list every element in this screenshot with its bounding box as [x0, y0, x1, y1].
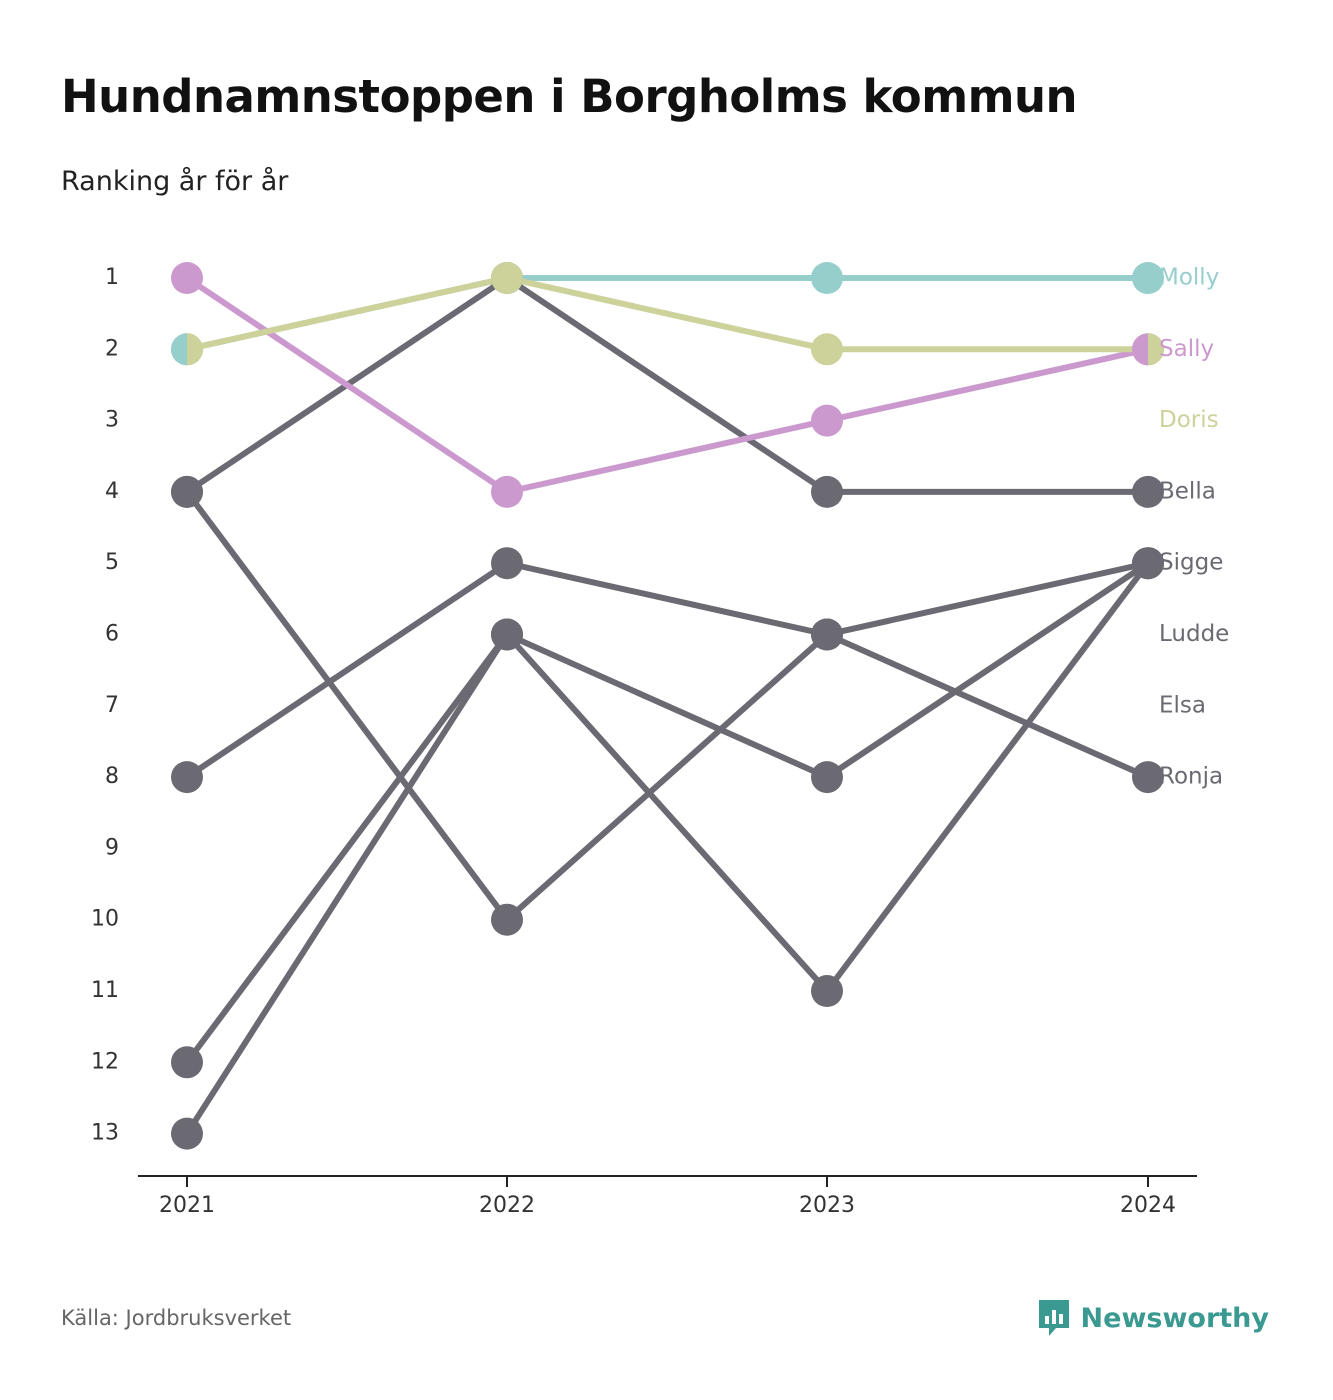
- y-tick-label: 5: [105, 550, 119, 575]
- series-point-sally: [811, 404, 843, 437]
- y-tick-label: 12: [91, 1049, 119, 1074]
- series-point-sally: [491, 475, 523, 508]
- y-tick-label: 8: [105, 764, 119, 789]
- x-tick-label: 2022: [479, 1193, 535, 1218]
- end-label-elsa: Elsa: [1159, 692, 1206, 718]
- chart-title: Hundnamnstoppen i Borgholms kommun: [61, 70, 1078, 123]
- series-line-bella: [184, 275, 1151, 495]
- shared-point-right-half: [1148, 333, 1164, 366]
- series-line-ludde: [184, 560, 1151, 1137]
- x-tick-label: 2024: [1120, 1193, 1176, 1218]
- x-tick-label: 2021: [159, 1193, 215, 1218]
- series-point-doris: [811, 333, 843, 366]
- y-tick-label: 11: [91, 978, 119, 1003]
- y-tick-label: 9: [105, 835, 119, 860]
- y-tick-label: 2: [105, 336, 119, 361]
- end-label-molly: Molly: [1159, 265, 1219, 291]
- series-point-ludde: [811, 761, 843, 794]
- shared-point-left-half: [171, 333, 187, 366]
- series-point-ronja: [1132, 761, 1164, 794]
- end-label-doris: Doris: [1159, 407, 1219, 433]
- series-line-elsa: [184, 560, 1151, 1066]
- series-line-sally: [184, 275, 1151, 495]
- series-point-doris: [491, 262, 523, 294]
- y-tick-label: 1: [105, 265, 119, 290]
- y-tick-label: 7: [105, 693, 119, 718]
- end-label-sally: Sally: [1159, 336, 1214, 362]
- shared-point-right-half: [187, 333, 203, 366]
- series-point-sigge: [491, 547, 523, 580]
- series-point-elsa: [811, 975, 843, 1007]
- end-label-bella: Bella: [1159, 478, 1216, 504]
- end-label-sigge: Sigge: [1159, 550, 1223, 576]
- source-note: Källa: Jordbruksverket: [61, 1306, 292, 1330]
- y-tick-label: 6: [105, 622, 119, 647]
- end-label-ludde: Ludde: [1159, 621, 1229, 647]
- brand-name: Newsworthy: [1080, 1302, 1269, 1334]
- bar-chart-speech-bubble-icon: [1038, 1300, 1069, 1336]
- series-point-ludde: [171, 1117, 203, 1150]
- series-point-ronja: [491, 903, 523, 936]
- series-point-elsa: [491, 618, 523, 651]
- shared-point-left-half: [1132, 333, 1148, 366]
- series-point-elsa: [1132, 547, 1164, 580]
- series-line-ronja: [184, 488, 1151, 923]
- y-tick-label: 4: [105, 479, 119, 504]
- x-tick-label: 2023: [799, 1193, 855, 1218]
- series-line-sigge: [184, 560, 1151, 781]
- series-point-ronja: [171, 475, 203, 508]
- end-label-ronja: Ronja: [1159, 764, 1223, 790]
- chart-subtitle: Ranking år för år: [61, 166, 289, 197]
- series-point-sigge: [171, 761, 203, 794]
- series-point-molly: [1132, 262, 1164, 294]
- y-tick-label: 10: [91, 907, 119, 932]
- series-point-elsa: [171, 1046, 203, 1079]
- brand-logo: Newsworthy: [1037, 1298, 1269, 1338]
- series-point-bella: [1132, 475, 1164, 508]
- y-tick-label: 13: [91, 1121, 119, 1146]
- y-tick-label: 3: [105, 408, 119, 433]
- series-point-ronja: [811, 618, 843, 651]
- series-point-molly: [811, 262, 843, 294]
- series-point-bella: [811, 475, 843, 508]
- series-point-sally: [171, 262, 203, 294]
- series-line-doris: [184, 275, 1151, 353]
